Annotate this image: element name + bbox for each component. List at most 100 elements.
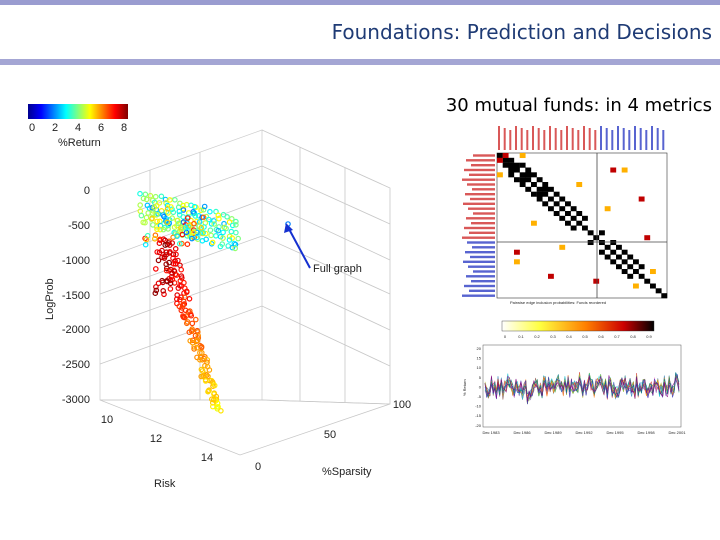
heatmap-cell — [644, 278, 651, 284]
heatmap-cell — [650, 283, 656, 289]
heatmap-cell — [604, 254, 611, 260]
heatmap-cell — [548, 206, 554, 212]
heatmap-cell — [570, 206, 577, 212]
colorbar-tick: 2 — [52, 122, 58, 134]
scatter-point — [169, 270, 175, 276]
z-tick: -1500 — [62, 290, 90, 302]
scatter-point — [184, 233, 191, 239]
row-label — [465, 193, 495, 196]
heatmap-cell — [582, 225, 588, 231]
scatter-point — [177, 228, 183, 234]
heatmap-cell — [559, 244, 566, 250]
scatter-point — [178, 266, 185, 273]
heatmap-cell — [553, 211, 560, 217]
scatter-point — [208, 232, 214, 239]
heatmap-cell — [542, 201, 549, 207]
scatter-point — [223, 225, 229, 232]
colorbar-tick: 6 — [98, 122, 104, 134]
heatmap-cell — [519, 177, 526, 183]
returns-y-tick: 5 — [479, 375, 482, 380]
scatter-point — [220, 235, 226, 241]
scatter-point — [192, 213, 199, 219]
returns-y-tick: -15 — [475, 413, 482, 418]
heatmap-cell — [576, 182, 583, 188]
colorbar-label: %Return — [58, 137, 101, 149]
scatter-point — [172, 260, 179, 267]
heatmap-cell — [565, 211, 571, 217]
3d-plot-box — [99, 129, 391, 456]
heatmap-cell — [508, 172, 515, 178]
y-tick: 50 — [324, 429, 336, 441]
row-label — [468, 265, 495, 268]
heatmap-cell — [587, 230, 594, 236]
scatter-point — [209, 239, 216, 246]
returns-y-tick: 10 — [477, 365, 482, 370]
scatter-point — [200, 229, 207, 236]
scatter-point — [164, 265, 170, 272]
heatmap-cell — [587, 240, 594, 246]
scatter-point — [211, 221, 218, 227]
scatter-point — [207, 227, 214, 234]
scatter-point — [157, 226, 164, 233]
row-label — [466, 217, 495, 220]
x-tick: 10 — [101, 414, 113, 426]
scatter-point — [201, 224, 207, 230]
heatmap-cell — [633, 259, 639, 265]
heatmap-cell — [644, 235, 651, 241]
scatter-point — [191, 220, 197, 227]
title-separator — [0, 59, 720, 65]
row-label — [473, 212, 495, 215]
annotation-label: Full graph — [313, 263, 362, 275]
scatter-point — [142, 219, 148, 226]
scatter-point — [220, 229, 226, 236]
scatter-point — [167, 242, 173, 248]
heatmap-colorbar — [501, 320, 655, 332]
scatter-point — [176, 208, 183, 215]
heatmap-cell — [502, 153, 509, 159]
row-label — [467, 241, 495, 244]
heatmap-cell — [531, 191, 537, 197]
scatter-point — [224, 214, 230, 220]
scatter-point — [156, 240, 163, 247]
heatmap-cell — [514, 162, 520, 168]
scatter-point — [197, 356, 203, 363]
heatmap-cell — [582, 215, 588, 221]
scatter-point — [186, 295, 193, 302]
returns-x-tick: Dec 1998 — [637, 430, 655, 435]
scatter-point — [189, 235, 195, 242]
heatmap-cell — [519, 153, 526, 159]
scatter-point — [193, 316, 199, 323]
row-label — [470, 255, 495, 259]
scatter-point — [232, 245, 239, 252]
scatter-point — [174, 233, 180, 239]
heatmap-cell — [621, 269, 628, 275]
heatmap-cell — [536, 177, 543, 183]
column-label — [634, 126, 636, 150]
heatmap-cell — [570, 225, 577, 231]
heatmap-cell — [650, 269, 656, 275]
scatter-point — [138, 212, 145, 219]
heatmap-cell — [565, 201, 571, 207]
heatmap-cell — [542, 186, 549, 192]
heatmap-colorbar-tick: 0.4 — [566, 334, 572, 339]
scatter-point — [181, 314, 188, 321]
heatmap-cell — [638, 273, 645, 279]
annotation-arrow — [288, 228, 311, 269]
scatter-point — [198, 225, 205, 231]
heatmap-cell — [576, 211, 583, 217]
column-label — [571, 128, 574, 150]
column-label — [566, 126, 568, 150]
heatmap-cell — [525, 186, 532, 192]
scatter-point — [199, 349, 205, 356]
scatter-points — [137, 190, 291, 414]
row-label — [472, 246, 495, 249]
scatter-point — [152, 193, 159, 200]
column-label — [503, 128, 506, 150]
row-label — [469, 289, 495, 292]
heatmap-cell — [542, 191, 549, 197]
heatmap-colorbar-ticks: 0 0.1 0.2 0.3 0.4 0.5 0.6 0.7 0.8 0.9 — [504, 334, 653, 339]
scatter-point — [173, 251, 179, 258]
scatter-point — [178, 307, 185, 314]
scatter-point — [189, 320, 196, 327]
